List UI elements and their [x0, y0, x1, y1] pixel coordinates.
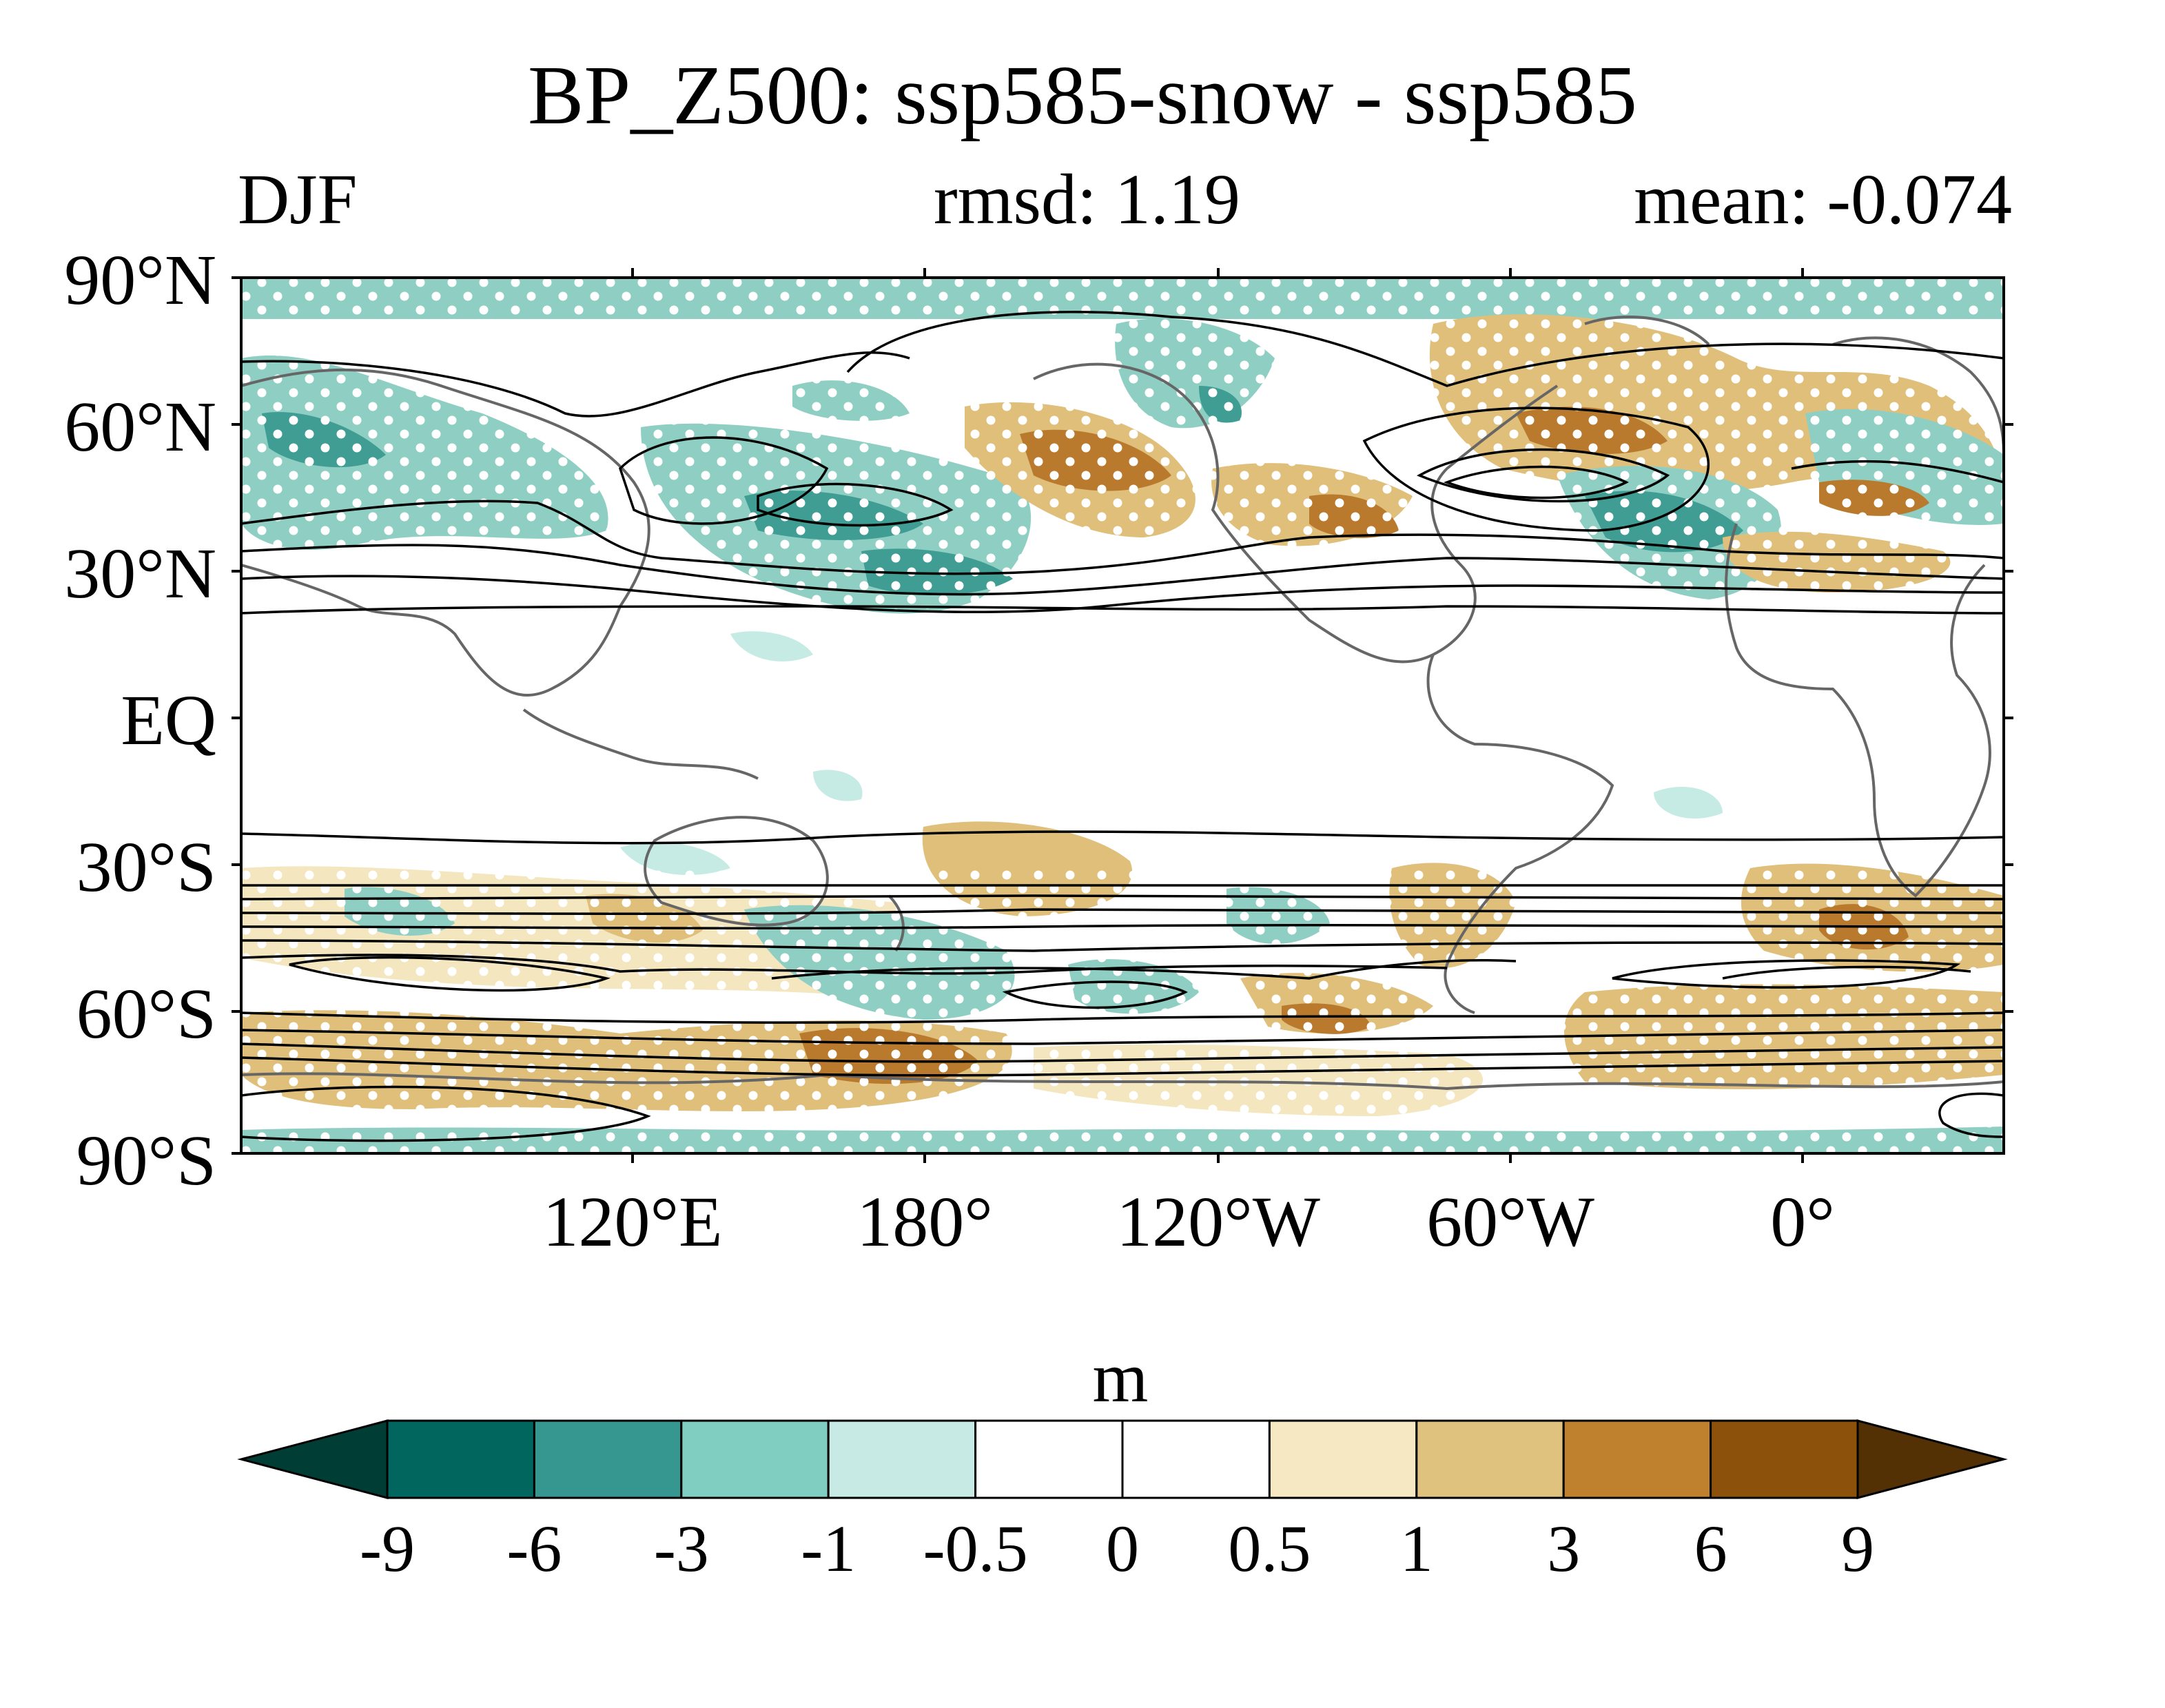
colorbar-tick-label: 6: [1694, 1512, 1727, 1585]
coastline-layer: [241, 316, 2004, 1091]
colorbar-swatch: [974, 1419, 1124, 1499]
map-ticks: [232, 268, 2013, 1163]
lat-label-30s: 30°S: [76, 827, 216, 907]
colorbar-tick-label: 3: [1547, 1512, 1581, 1585]
season-label: DJF: [238, 160, 358, 239]
colorbar-tick-label: 0: [1106, 1512, 1139, 1585]
colorbar-extend-low: [237, 1419, 389, 1499]
lon-label-120w: 120°W: [1116, 1182, 1320, 1262]
lon-label-120e: 120°E: [542, 1182, 723, 1262]
lat-label-eq: EQ: [121, 681, 216, 760]
colorbar-tick-label: 1: [1399, 1512, 1433, 1585]
mean-label: mean: -0.074: [1634, 160, 2012, 239]
colorbar-swatch: [680, 1419, 830, 1499]
colorbar-swatch: [1121, 1419, 1271, 1499]
map-frame: [240, 276, 2005, 1155]
lat-label-30n: 30°N: [64, 534, 216, 613]
colorbar-swatch: [1415, 1419, 1565, 1499]
rmsd-label: rmsd: 1.19: [934, 160, 1240, 239]
colorbar-tick-label: 9: [1841, 1512, 1874, 1585]
lon-label-60w: 60°W: [1426, 1182, 1594, 1262]
map-title: BP_Z500: ssp585-snow - ssp585: [528, 49, 1637, 142]
lon-label-0: 0°: [1770, 1182, 1835, 1262]
colorbar-tick-label: 0.5: [1228, 1512, 1311, 1585]
lat-label-60n: 60°N: [64, 387, 216, 466]
colorbar-tick-label: -1: [801, 1512, 856, 1585]
colorbar-extend-high: [1856, 1419, 2008, 1499]
lon-label-180: 180°: [856, 1182, 993, 1262]
colorbar-tick-label: -9: [360, 1512, 415, 1585]
lat-label-90s: 90°S: [76, 1121, 216, 1200]
lat-label-90n: 90°N: [64, 240, 216, 320]
colorbar-tick-label: -6: [506, 1512, 562, 1585]
colorbar-tick-label: -3: [653, 1512, 709, 1585]
colorbar-swatch: [533, 1419, 683, 1499]
colorbar: [237, 1419, 2008, 1499]
colorbar-swatch: [1268, 1419, 1418, 1499]
colorbar-swatch: [1710, 1419, 1859, 1499]
colorbar-unit: m: [1092, 1338, 1149, 1417]
shading-layer: [241, 278, 2004, 1153]
colorbar-swatch: [386, 1419, 535, 1499]
lat-label-60s: 60°S: [76, 974, 216, 1053]
colorbar-tick-label: -0.5: [923, 1512, 1028, 1585]
contour-layer: [241, 311, 2004, 1142]
colorbar-swatch: [827, 1419, 977, 1499]
colorbar-swatch: [1562, 1419, 1712, 1499]
